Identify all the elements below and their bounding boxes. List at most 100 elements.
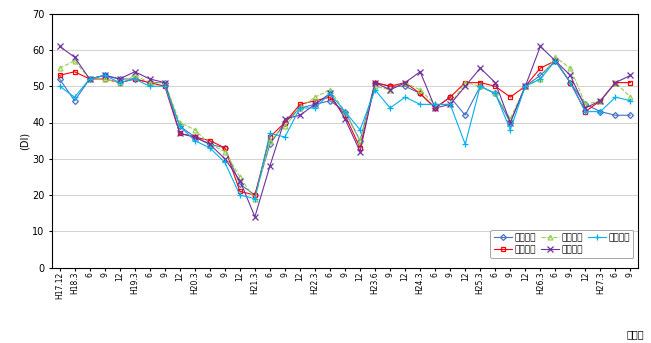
- 県北地域: [71, 99, 79, 103]
- 県央地域: [521, 84, 529, 88]
- 県南地域: [492, 81, 499, 85]
- 県北地域: [536, 73, 544, 78]
- 県北地域: [462, 113, 469, 117]
- 県北地域: [521, 84, 529, 88]
- 県北地域: [566, 81, 574, 85]
- 県西地域: [311, 106, 319, 110]
- 県北地域: [161, 81, 169, 85]
- 県央地域: [101, 77, 109, 81]
- 県西地域: [71, 95, 79, 99]
- 県南地域: [311, 102, 319, 106]
- 県央地域: [326, 95, 334, 99]
- 県央地域: [266, 135, 274, 139]
- 県西地域: [101, 73, 109, 78]
- 県央地域: [536, 66, 544, 70]
- 県北地域: [356, 139, 364, 143]
- 県西地域: [416, 102, 424, 106]
- 県北地域: [431, 106, 439, 110]
- 県央地域: [56, 73, 64, 78]
- 県南地域: [116, 77, 124, 81]
- 県南地域: [86, 77, 94, 81]
- 鹿行地域: [251, 197, 259, 201]
- 県央地域: [176, 131, 184, 135]
- 県西地域: [116, 81, 124, 85]
- 県央地域: [206, 139, 214, 143]
- 県央地域: [251, 193, 259, 197]
- 県西地域: [356, 128, 364, 132]
- 県南地域: [71, 55, 79, 59]
- 県北地域: [236, 182, 243, 186]
- Y-axis label: (DI): (DI): [20, 132, 29, 150]
- 県北地域: [131, 77, 139, 81]
- 県北地域: [296, 106, 304, 110]
- 県南地域: [251, 215, 259, 219]
- 県央地域: [492, 84, 499, 88]
- 県央地域: [356, 146, 364, 150]
- 県央地域: [311, 99, 319, 103]
- 鹿行地域: [492, 92, 499, 96]
- 県北地域: [401, 84, 409, 88]
- 県央地域: [71, 70, 79, 74]
- 県央地域: [296, 102, 304, 106]
- 県南地域: [206, 142, 214, 146]
- 県央地域: [626, 81, 634, 85]
- 鹿行地域: [477, 84, 484, 88]
- 鹿行地域: [431, 102, 439, 106]
- 鹿行地域: [371, 84, 379, 88]
- 県南地域: [56, 44, 64, 48]
- 県北地域: [326, 99, 334, 103]
- Line: 県央地域: 県央地域: [57, 59, 633, 197]
- 県北地域: [581, 102, 589, 106]
- 鹿行地域: [146, 81, 154, 85]
- 県西地域: [341, 109, 349, 114]
- 県南地域: [191, 135, 199, 139]
- 県央地域: [386, 84, 394, 88]
- 県南地域: [416, 70, 424, 74]
- 鹿行地域: [566, 66, 574, 70]
- 県西地域: [281, 135, 289, 139]
- 県西地域: [596, 109, 604, 114]
- 県央地域: [566, 81, 574, 85]
- 鹿行地域: [416, 88, 424, 92]
- 鹿行地域: [341, 109, 349, 114]
- 鹿行地域: [401, 81, 409, 85]
- 県西地域: [326, 92, 334, 96]
- 県北地域: [506, 120, 514, 125]
- 県南地域: [101, 73, 109, 78]
- 県西地域: [462, 142, 469, 146]
- 鹿行地域: [221, 150, 229, 154]
- 県西地域: [447, 102, 454, 106]
- 県北地域: [101, 73, 109, 78]
- 県北地域: [447, 95, 454, 99]
- 県央地域: [611, 81, 619, 85]
- 県央地域: [431, 106, 439, 110]
- 県南地域: [401, 81, 409, 85]
- 県央地域: [371, 81, 379, 85]
- 鹿行地域: [296, 106, 304, 110]
- 県西地域: [566, 81, 574, 85]
- Legend: 県北地域, 県央地域, 鹿行地域, 県南地域, 県西地域: 県北地域, 県央地域, 鹿行地域, 県南地域, 県西地域: [490, 230, 633, 258]
- 県南地域: [566, 73, 574, 78]
- 県央地域: [401, 81, 409, 85]
- Line: 県北地域: 県北地域: [57, 59, 633, 197]
- 県北地域: [311, 102, 319, 106]
- 県西地域: [492, 92, 499, 96]
- 県西地域: [611, 95, 619, 99]
- 県北地域: [191, 135, 199, 139]
- 県央地域: [236, 189, 243, 193]
- 県西地域: [206, 146, 214, 150]
- 県北地域: [416, 92, 424, 96]
- 県央地域: [131, 77, 139, 81]
- 県央地域: [477, 81, 484, 85]
- 県南地域: [581, 106, 589, 110]
- 県西地域: [536, 77, 544, 81]
- 鹿行地域: [596, 99, 604, 103]
- 県央地域: [581, 109, 589, 114]
- 鹿行地域: [462, 81, 469, 85]
- 県北地域: [206, 142, 214, 146]
- 県西地域: [266, 131, 274, 135]
- 県南地域: [447, 102, 454, 106]
- 鹿行地域: [356, 139, 364, 143]
- 鹿行地域: [536, 77, 544, 81]
- Line: 県南地域: 県南地域: [57, 44, 633, 220]
